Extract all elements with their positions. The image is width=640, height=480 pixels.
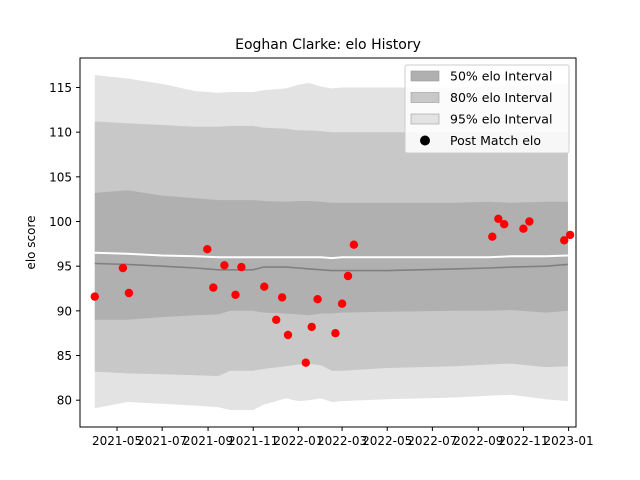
data-point <box>203 245 212 254</box>
data-point <box>343 271 353 281</box>
y-tick-label: 100 <box>49 215 72 229</box>
median-line <box>94 251 568 260</box>
data-point <box>494 214 503 223</box>
y-tick-label: 85 <box>57 349 72 363</box>
legend: 50% elo Interval 80% elo Interval 95% elo … <box>404 64 570 154</box>
interval-bands <box>94 75 568 410</box>
data-point <box>313 295 322 304</box>
data-point <box>337 299 347 308</box>
x-tick-label: 2022-05 <box>362 434 412 448</box>
legend-swatch <box>410 70 440 82</box>
data-point <box>209 283 218 292</box>
data-point <box>118 263 128 273</box>
data-point <box>301 358 310 367</box>
x-tick-label: 2023-01 <box>544 434 594 448</box>
data-point <box>500 220 509 229</box>
data-point <box>220 261 229 270</box>
x-tick-label: 2021-09 <box>183 434 233 448</box>
x-axis: 2021-052021-072021-092021-112022-012022-… <box>92 427 594 448</box>
y-axis-label: elo score <box>24 215 38 269</box>
data-point <box>124 288 134 298</box>
data-point <box>488 232 497 241</box>
data-point <box>565 230 575 240</box>
legend-label: 80% elo Interval <box>450 90 552 105</box>
y-axis: 80 85 90 95 100 105 110 115 <box>49 81 80 408</box>
x-tick-label: 2022-03 <box>317 434 367 448</box>
data-point <box>272 315 281 324</box>
y-tick-label: 105 <box>49 170 72 184</box>
data-point <box>519 224 528 233</box>
data-point <box>525 217 534 226</box>
data-point <box>260 282 269 291</box>
y-tick-label: 90 <box>57 304 72 318</box>
legend-marker <box>420 135 430 146</box>
legend-label: 95% elo Interval <box>450 112 552 127</box>
chart-title: Eoghan Clarke: elo History <box>235 37 421 53</box>
mean-line <box>94 262 568 272</box>
data-point <box>331 329 340 338</box>
data-point <box>307 322 316 332</box>
x-tick-label: 2022-07 <box>407 434 457 448</box>
legend-label: Post Match elo <box>450 133 541 148</box>
data-point <box>283 330 293 340</box>
y-tick-label: 110 <box>49 126 72 140</box>
y-tick-label: 80 <box>57 394 72 408</box>
data-point <box>231 290 240 299</box>
data-point <box>277 293 287 302</box>
x-tick-label: 2021-05 <box>92 434 142 448</box>
legend-box <box>404 64 570 154</box>
legend-label: 50% elo Interval <box>450 69 552 84</box>
data-point <box>560 236 569 245</box>
center-lines <box>94 251 568 272</box>
x-tick-label: 2021-11 <box>228 434 278 448</box>
y-tick-label: 95 <box>57 260 72 274</box>
plot-frame <box>79 57 577 428</box>
y-tick-label: 115 <box>49 81 72 95</box>
data-point <box>237 262 246 272</box>
data-point <box>349 240 359 249</box>
post-match-points <box>90 214 575 367</box>
legend-swatch <box>410 92 440 103</box>
legend-swatch <box>410 113 440 125</box>
x-tick-label: 2022-11 <box>498 434 548 448</box>
x-tick-label: 2022-09 <box>453 434 503 448</box>
x-tick-label: 2022-01 <box>273 434 323 448</box>
x-tick-label: 2021-07 <box>137 434 187 448</box>
data-point <box>90 292 100 301</box>
